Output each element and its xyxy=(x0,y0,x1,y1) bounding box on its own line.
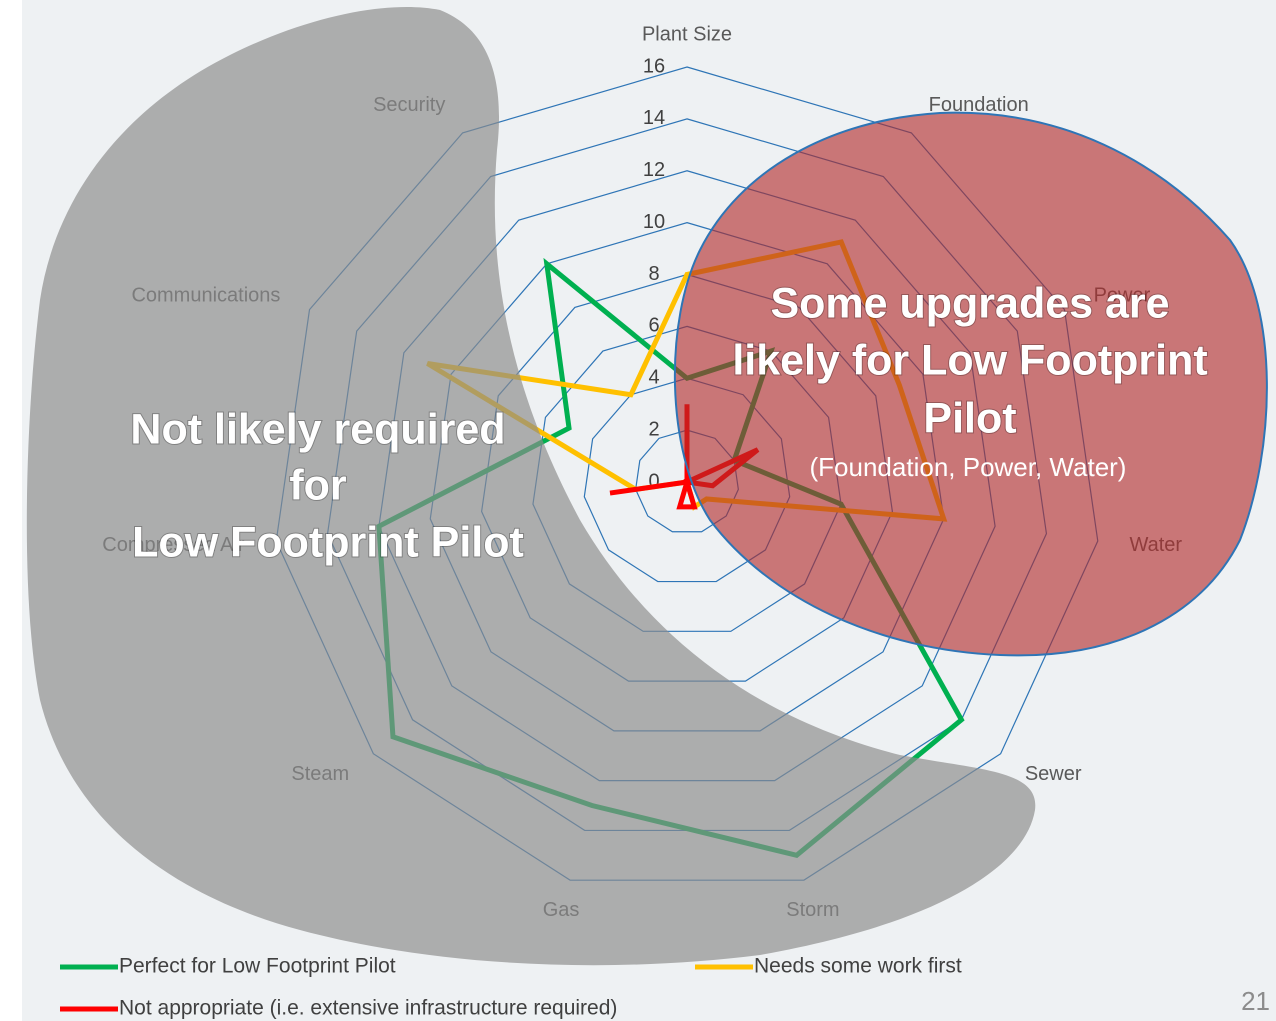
slide: 0246810121416Plant SizeFoundationPowerWa… xyxy=(0,0,1276,1021)
annotation-line: for xyxy=(289,461,347,509)
r-tick-label: 4 xyxy=(648,367,659,389)
axis-label: Sewer xyxy=(1025,763,1082,785)
annotation-line: Not likely required xyxy=(130,405,505,453)
annotation-line: Some upgrades are xyxy=(770,279,1169,327)
annotation-line: Pilot xyxy=(923,394,1016,442)
r-tick-label: 10 xyxy=(643,211,665,233)
r-tick-label: 8 xyxy=(648,263,659,285)
r-tick-label: 12 xyxy=(643,159,665,181)
annotation-line: Low Footprint Pilot xyxy=(132,518,524,566)
r-tick-label: 14 xyxy=(643,107,665,129)
page-number: 21 xyxy=(1241,986,1270,1016)
legend-label: Perfect for Low Footprint Pilot xyxy=(119,955,396,978)
r-tick-label: 16 xyxy=(643,55,665,77)
annotation-note: (Foundation, Power, Water) xyxy=(810,452,1127,482)
r-tick-label: 2 xyxy=(648,418,659,440)
axis-label: Plant Size xyxy=(642,23,732,45)
legend-label: Needs some work first xyxy=(754,955,962,978)
legend-label: Not appropriate (i.e. extensive infrastr… xyxy=(119,997,617,1020)
annotation-line: likely for Low Footprint xyxy=(732,336,1207,384)
